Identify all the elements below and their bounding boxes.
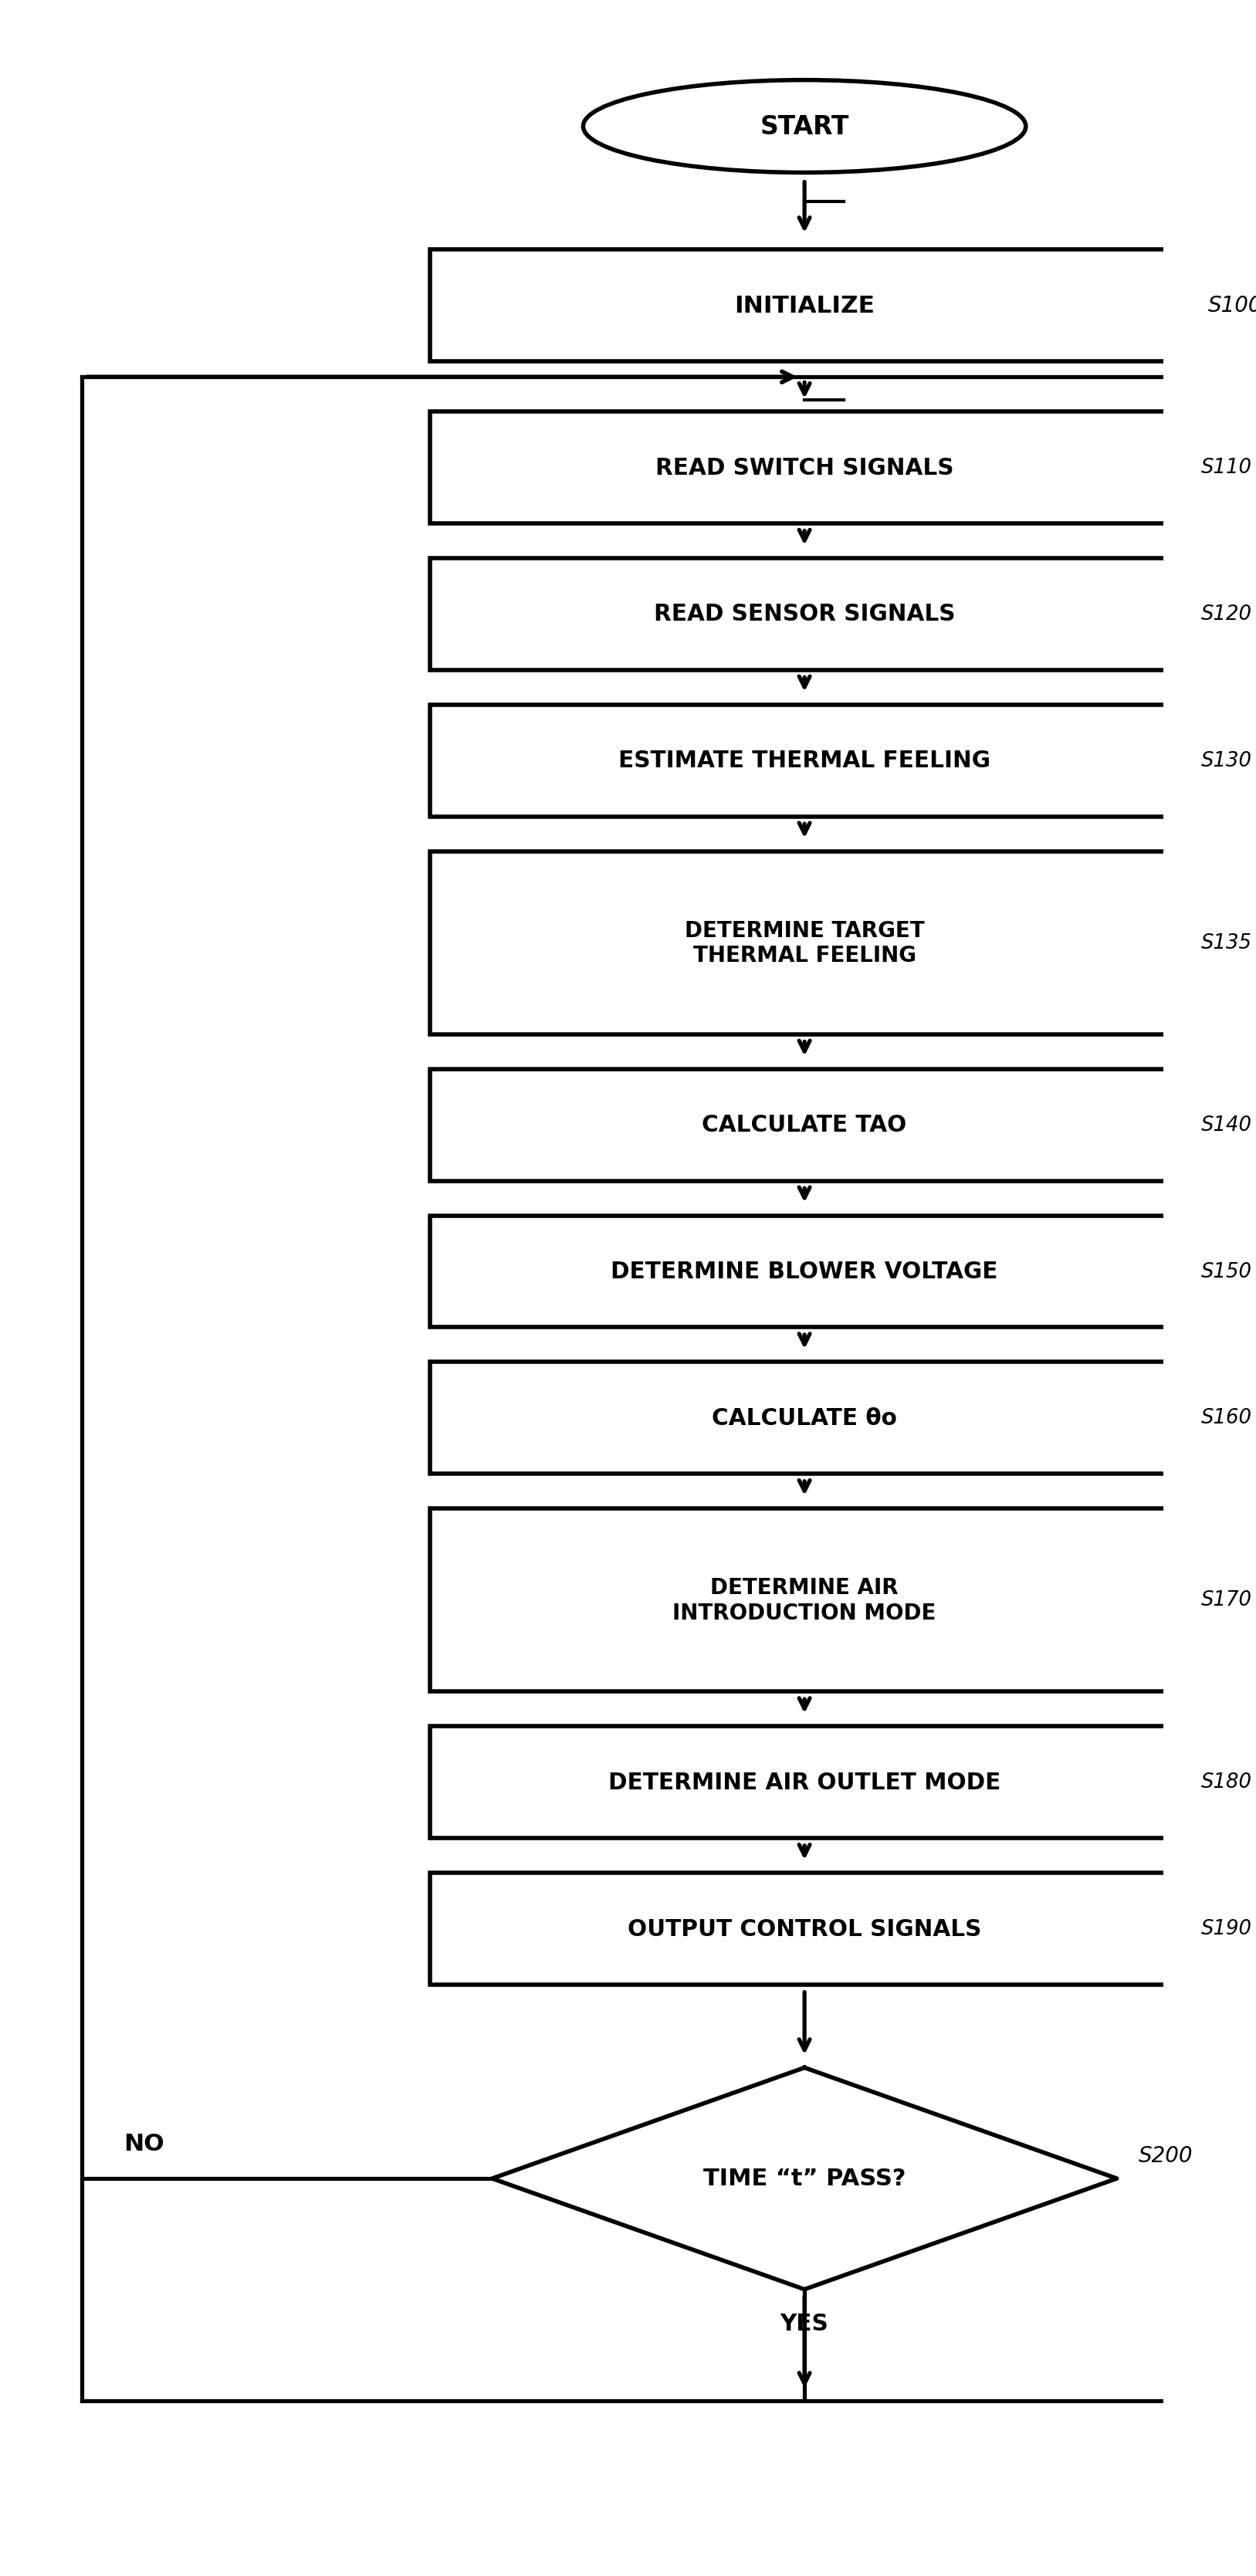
Text: S160: S160	[1201, 1409, 1251, 1427]
Text: CALCULATE TAO: CALCULATE TAO	[702, 1113, 907, 1136]
Text: S170: S170	[1201, 1589, 1251, 1610]
FancyBboxPatch shape	[430, 1363, 1179, 1473]
Text: S200: S200	[1138, 2146, 1192, 2166]
Text: DETERMINE AIR OUTLET MODE: DETERMINE AIR OUTLET MODE	[608, 1772, 1001, 1793]
Text: ESTIMATE THERMAL FEELING: ESTIMATE THERMAL FEELING	[618, 750, 990, 773]
FancyBboxPatch shape	[430, 706, 1179, 817]
Text: YES: YES	[780, 2313, 829, 2334]
Text: CALCULATE θo: CALCULATE θo	[712, 1406, 897, 1430]
Text: DETERMINE BLOWER VOLTAGE: DETERMINE BLOWER VOLTAGE	[610, 1260, 997, 1283]
FancyBboxPatch shape	[430, 1510, 1179, 1692]
Text: S190: S190	[1201, 1919, 1251, 1940]
Text: START: START	[760, 113, 849, 139]
Text: S100: S100	[1207, 296, 1256, 317]
Text: OUTPUT CONTROL SIGNALS: OUTPUT CONTROL SIGNALS	[627, 1917, 981, 1940]
FancyBboxPatch shape	[430, 853, 1179, 1036]
Text: S130: S130	[1201, 750, 1251, 770]
Ellipse shape	[583, 80, 1025, 173]
FancyBboxPatch shape	[430, 559, 1179, 670]
Text: S110: S110	[1201, 459, 1251, 479]
Text: DETERMINE TARGET
THERMAL FEELING: DETERMINE TARGET THERMAL FEELING	[685, 920, 924, 966]
Text: INITIALIZE: INITIALIZE	[734, 294, 874, 317]
Text: S120: S120	[1201, 605, 1251, 623]
FancyBboxPatch shape	[430, 1873, 1179, 1986]
Text: S180: S180	[1201, 1772, 1251, 1793]
FancyBboxPatch shape	[430, 1726, 1179, 1839]
Text: S150: S150	[1201, 1262, 1251, 1283]
Text: READ SWITCH SIGNALS: READ SWITCH SIGNALS	[656, 456, 953, 479]
Text: S135: S135	[1201, 933, 1251, 953]
Text: S140: S140	[1201, 1115, 1251, 1136]
Text: TIME “t” PASS?: TIME “t” PASS?	[703, 2166, 906, 2190]
Text: DETERMINE AIR
INTRODUCTION MODE: DETERMINE AIR INTRODUCTION MODE	[672, 1577, 936, 1623]
FancyBboxPatch shape	[430, 1069, 1179, 1180]
FancyBboxPatch shape	[430, 1216, 1179, 1327]
FancyBboxPatch shape	[430, 412, 1179, 523]
Text: READ SENSOR SIGNALS: READ SENSOR SIGNALS	[653, 603, 955, 626]
FancyBboxPatch shape	[430, 250, 1179, 361]
Text: NO: NO	[124, 2133, 165, 2156]
